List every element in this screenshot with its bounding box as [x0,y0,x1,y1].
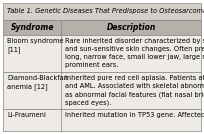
Text: Inherited pure red cell aplasia. Patients at risk f
and AML. Associated with ske: Inherited pure red cell aplasia. Patient… [65,75,204,106]
Text: Description: Description [106,23,156,32]
Bar [3,109,201,131]
Bar [3,35,201,72]
Bar [3,72,201,109]
Text: Inherited mutation in TP53 gene. Affected fami: Inherited mutation in TP53 gene. Affecte… [65,112,204,118]
Text: Li-Fraumeni: Li-Fraumeni [7,112,46,118]
Text: Table 1. Genetic Diseases That Predispose to Osteosarcomaa: Table 1. Genetic Diseases That Predispos… [7,8,204,14]
Text: Bloom syndrome
[11]: Bloom syndrome [11] [7,38,63,53]
Text: Syndrome: Syndrome [10,23,54,32]
Text: Diamond-Blackfan
anemia [12]: Diamond-Blackfan anemia [12] [7,75,68,90]
Bar [3,20,201,35]
Text: Rare inherited disorder characterized by short s
and sun-sensitive skin changes.: Rare inherited disorder characterized by… [65,38,204,68]
Bar [3,3,201,20]
